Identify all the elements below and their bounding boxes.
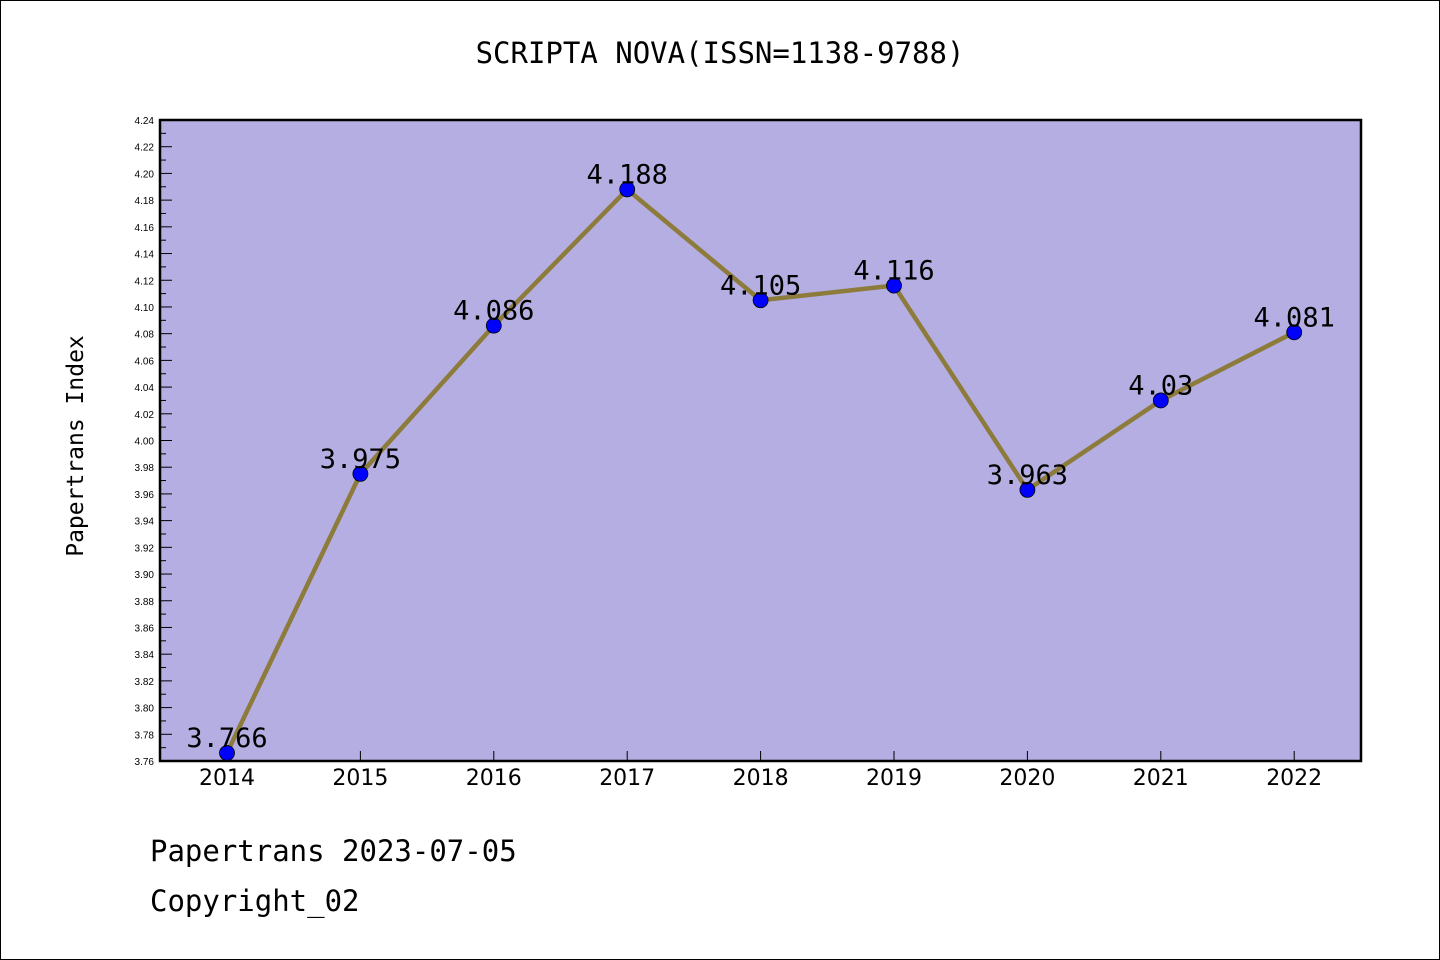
footer-date: Papertrans 2023-07-05 (150, 834, 517, 868)
y-tick-label: 4.02 (135, 410, 155, 421)
y-tick-label: 4.24 (135, 116, 155, 127)
y-tick-label: 3.82 (135, 677, 155, 688)
plot-area (160, 120, 1361, 761)
y-tick-label: 4.18 (135, 196, 155, 207)
y-tick-label: 3.90 (135, 570, 155, 581)
data-label: 3.963 (987, 460, 1068, 491)
y-tick-label: 4.20 (135, 169, 155, 180)
x-tick-label: 2021 (1133, 766, 1189, 791)
y-tick-label: 4.22 (135, 143, 155, 154)
y-tick-label: 3.76 (135, 757, 155, 768)
x-tick-label: 2014 (199, 766, 255, 791)
y-tick-label: 3.96 (135, 490, 155, 501)
data-label: 4.081 (1254, 302, 1335, 333)
x-tick-label: 2018 (733, 766, 789, 791)
y-tick-label: 4.00 (135, 437, 155, 448)
x-tick-label: 2017 (599, 766, 655, 791)
y-tick-label: 4.04 (135, 383, 155, 394)
data-point (752, 292, 769, 309)
y-tick-label: 4.08 (135, 330, 155, 341)
y-tick-label: 4.14 (135, 250, 155, 261)
x-tick-label: 2015 (332, 766, 388, 791)
series-group: 3.766 3.975 4.086 4.188 4.105 4.116 3.963 4.03 4… (186, 159, 1335, 761)
data-label: 4.03 (1128, 370, 1193, 401)
data-point (485, 317, 502, 334)
x-axis: 2014 2015 2016 2017 2018 2019 2020 2021 2022 (199, 751, 1322, 791)
y-tick-label: 3.86 (135, 623, 155, 634)
y-axis: 3.76 3.78 3.80 3.82 3.84 3.86 3.88 3.90 3.92 3.94… (135, 116, 172, 768)
data-point (619, 181, 636, 198)
y-tick-label: 3.78 (135, 730, 155, 741)
y-tick-label: 3.84 (135, 650, 155, 661)
data-label: 4.105 (720, 270, 801, 301)
x-tick-label: 2020 (999, 766, 1055, 791)
chart-title: SCRIPTA NOVA(ISSN=1138-9788) (475, 36, 965, 70)
data-point (1152, 392, 1169, 409)
data-label: 4.188 (587, 159, 668, 190)
footer-copyright: Copyright_02 (150, 884, 360, 918)
x-tick-label: 2019 (866, 766, 922, 791)
y-tick-label: 3.88 (135, 597, 155, 608)
plot-border (158, 118, 1363, 763)
y-tick-label: 3.98 (135, 463, 155, 474)
data-point (1019, 482, 1036, 498)
x-tick-label: 2016 (466, 766, 522, 791)
data-point (1286, 324, 1303, 341)
data-point (886, 277, 902, 294)
y-tick-label: 3.92 (135, 543, 155, 554)
data-label: 3.975 (320, 444, 401, 475)
x-tick-label: 2022 (1266, 766, 1322, 791)
y-tick-label: 4.12 (135, 276, 155, 287)
data-label: 4.086 (453, 296, 534, 327)
y-tick-label: 3.80 (135, 704, 155, 715)
y-tick-label: 3.94 (135, 517, 155, 528)
y-tick-label: 4.06 (135, 356, 155, 367)
y-tick-label: 4.10 (135, 303, 155, 314)
data-label: 4.116 (853, 256, 934, 287)
y-tick-label: 4.16 (135, 223, 155, 234)
data-point (352, 465, 369, 482)
data-label: 3.766 (186, 723, 267, 754)
